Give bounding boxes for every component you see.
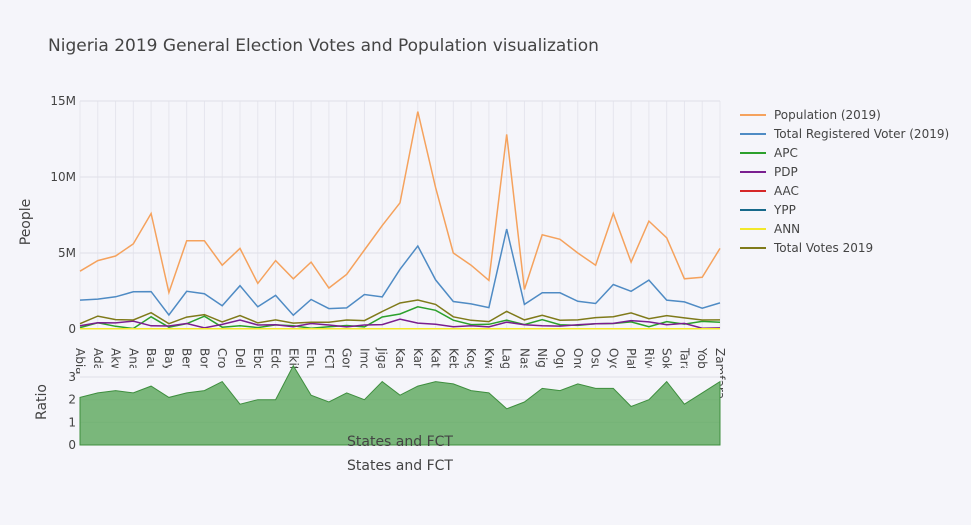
bottom-y-tick-label: 1 bbox=[68, 415, 76, 429]
legend-label: AAC bbox=[774, 184, 799, 198]
legend-item-ann: ANN bbox=[740, 222, 800, 236]
legend-item-total-registered-voter-2019: Total Registered Voter (2019) bbox=[740, 127, 949, 141]
legend-item-population-2019: Population (2019) bbox=[740, 108, 881, 122]
bottom-y-tick-label: 0 bbox=[68, 438, 76, 452]
x-tick-label: Ekiti bbox=[286, 348, 300, 374]
bottom-y-tick-label: 3 bbox=[68, 370, 76, 384]
x-tick-label: FCT bbox=[322, 348, 336, 371]
legend-label: Population (2019) bbox=[774, 108, 881, 122]
legend-item-apc: APC bbox=[740, 146, 798, 160]
series-line-total-registered-voter-2019 bbox=[79, 228, 721, 317]
legend-label: PDP bbox=[774, 165, 798, 179]
legend-item-total-votes-2019: Total Votes 2019 bbox=[740, 241, 873, 255]
x-tick-label: Abia bbox=[73, 348, 87, 375]
ratio-area-fill bbox=[79, 364, 721, 446]
bottom-x-axis-label-inner: States and FCT bbox=[347, 434, 453, 450]
bottom-y-axis-label: Ratio bbox=[34, 384, 50, 420]
bottom-y-tick-label: 2 bbox=[68, 393, 76, 407]
ratio-area bbox=[79, 364, 721, 446]
series-line-population-2019 bbox=[79, 111, 721, 296]
chart-title: Nigeria 2019 General Election Votes and … bbox=[48, 36, 599, 56]
top-y-ticks: 0 5M 10M 15M bbox=[50, 94, 76, 336]
top-y-tick-label: 0 bbox=[68, 322, 76, 336]
top-y-tick-label: 15M bbox=[50, 94, 76, 108]
series-line-total-votes-2019 bbox=[79, 299, 721, 325]
series-line-pdp bbox=[79, 318, 721, 329]
bottom-y-ticks: 0 1 2 3 bbox=[68, 370, 76, 452]
x-tick-label: Kogi bbox=[464, 348, 478, 374]
x-tick-label: Edo bbox=[269, 348, 283, 371]
legend-label: Total Registered Voter (2019) bbox=[773, 127, 949, 141]
top-series-lines bbox=[79, 111, 721, 330]
legend-item-pdp: PDP bbox=[740, 165, 798, 179]
bottom-x-axis-label: States and FCT bbox=[347, 458, 453, 474]
top-y-tick-label: 5M bbox=[58, 246, 76, 260]
x-tick-label: Oyo bbox=[606, 348, 620, 372]
legend-label: Total Votes 2019 bbox=[773, 241, 873, 255]
top-y-axis-label: People bbox=[18, 199, 34, 246]
legend: Population (2019) Total Registered Voter … bbox=[740, 108, 949, 255]
legend-label: ANN bbox=[774, 222, 800, 236]
legend-item-aac: AAC bbox=[740, 184, 799, 198]
legend-label: APC bbox=[774, 146, 798, 160]
legend-item-ypp: YPP bbox=[740, 203, 796, 217]
legend-label: YPP bbox=[773, 203, 796, 217]
bottom-plot-area: 0 1 2 3 bbox=[68, 364, 721, 452]
top-y-tick-label: 10M bbox=[50, 170, 76, 184]
x-tick-label: Imo bbox=[357, 348, 371, 371]
